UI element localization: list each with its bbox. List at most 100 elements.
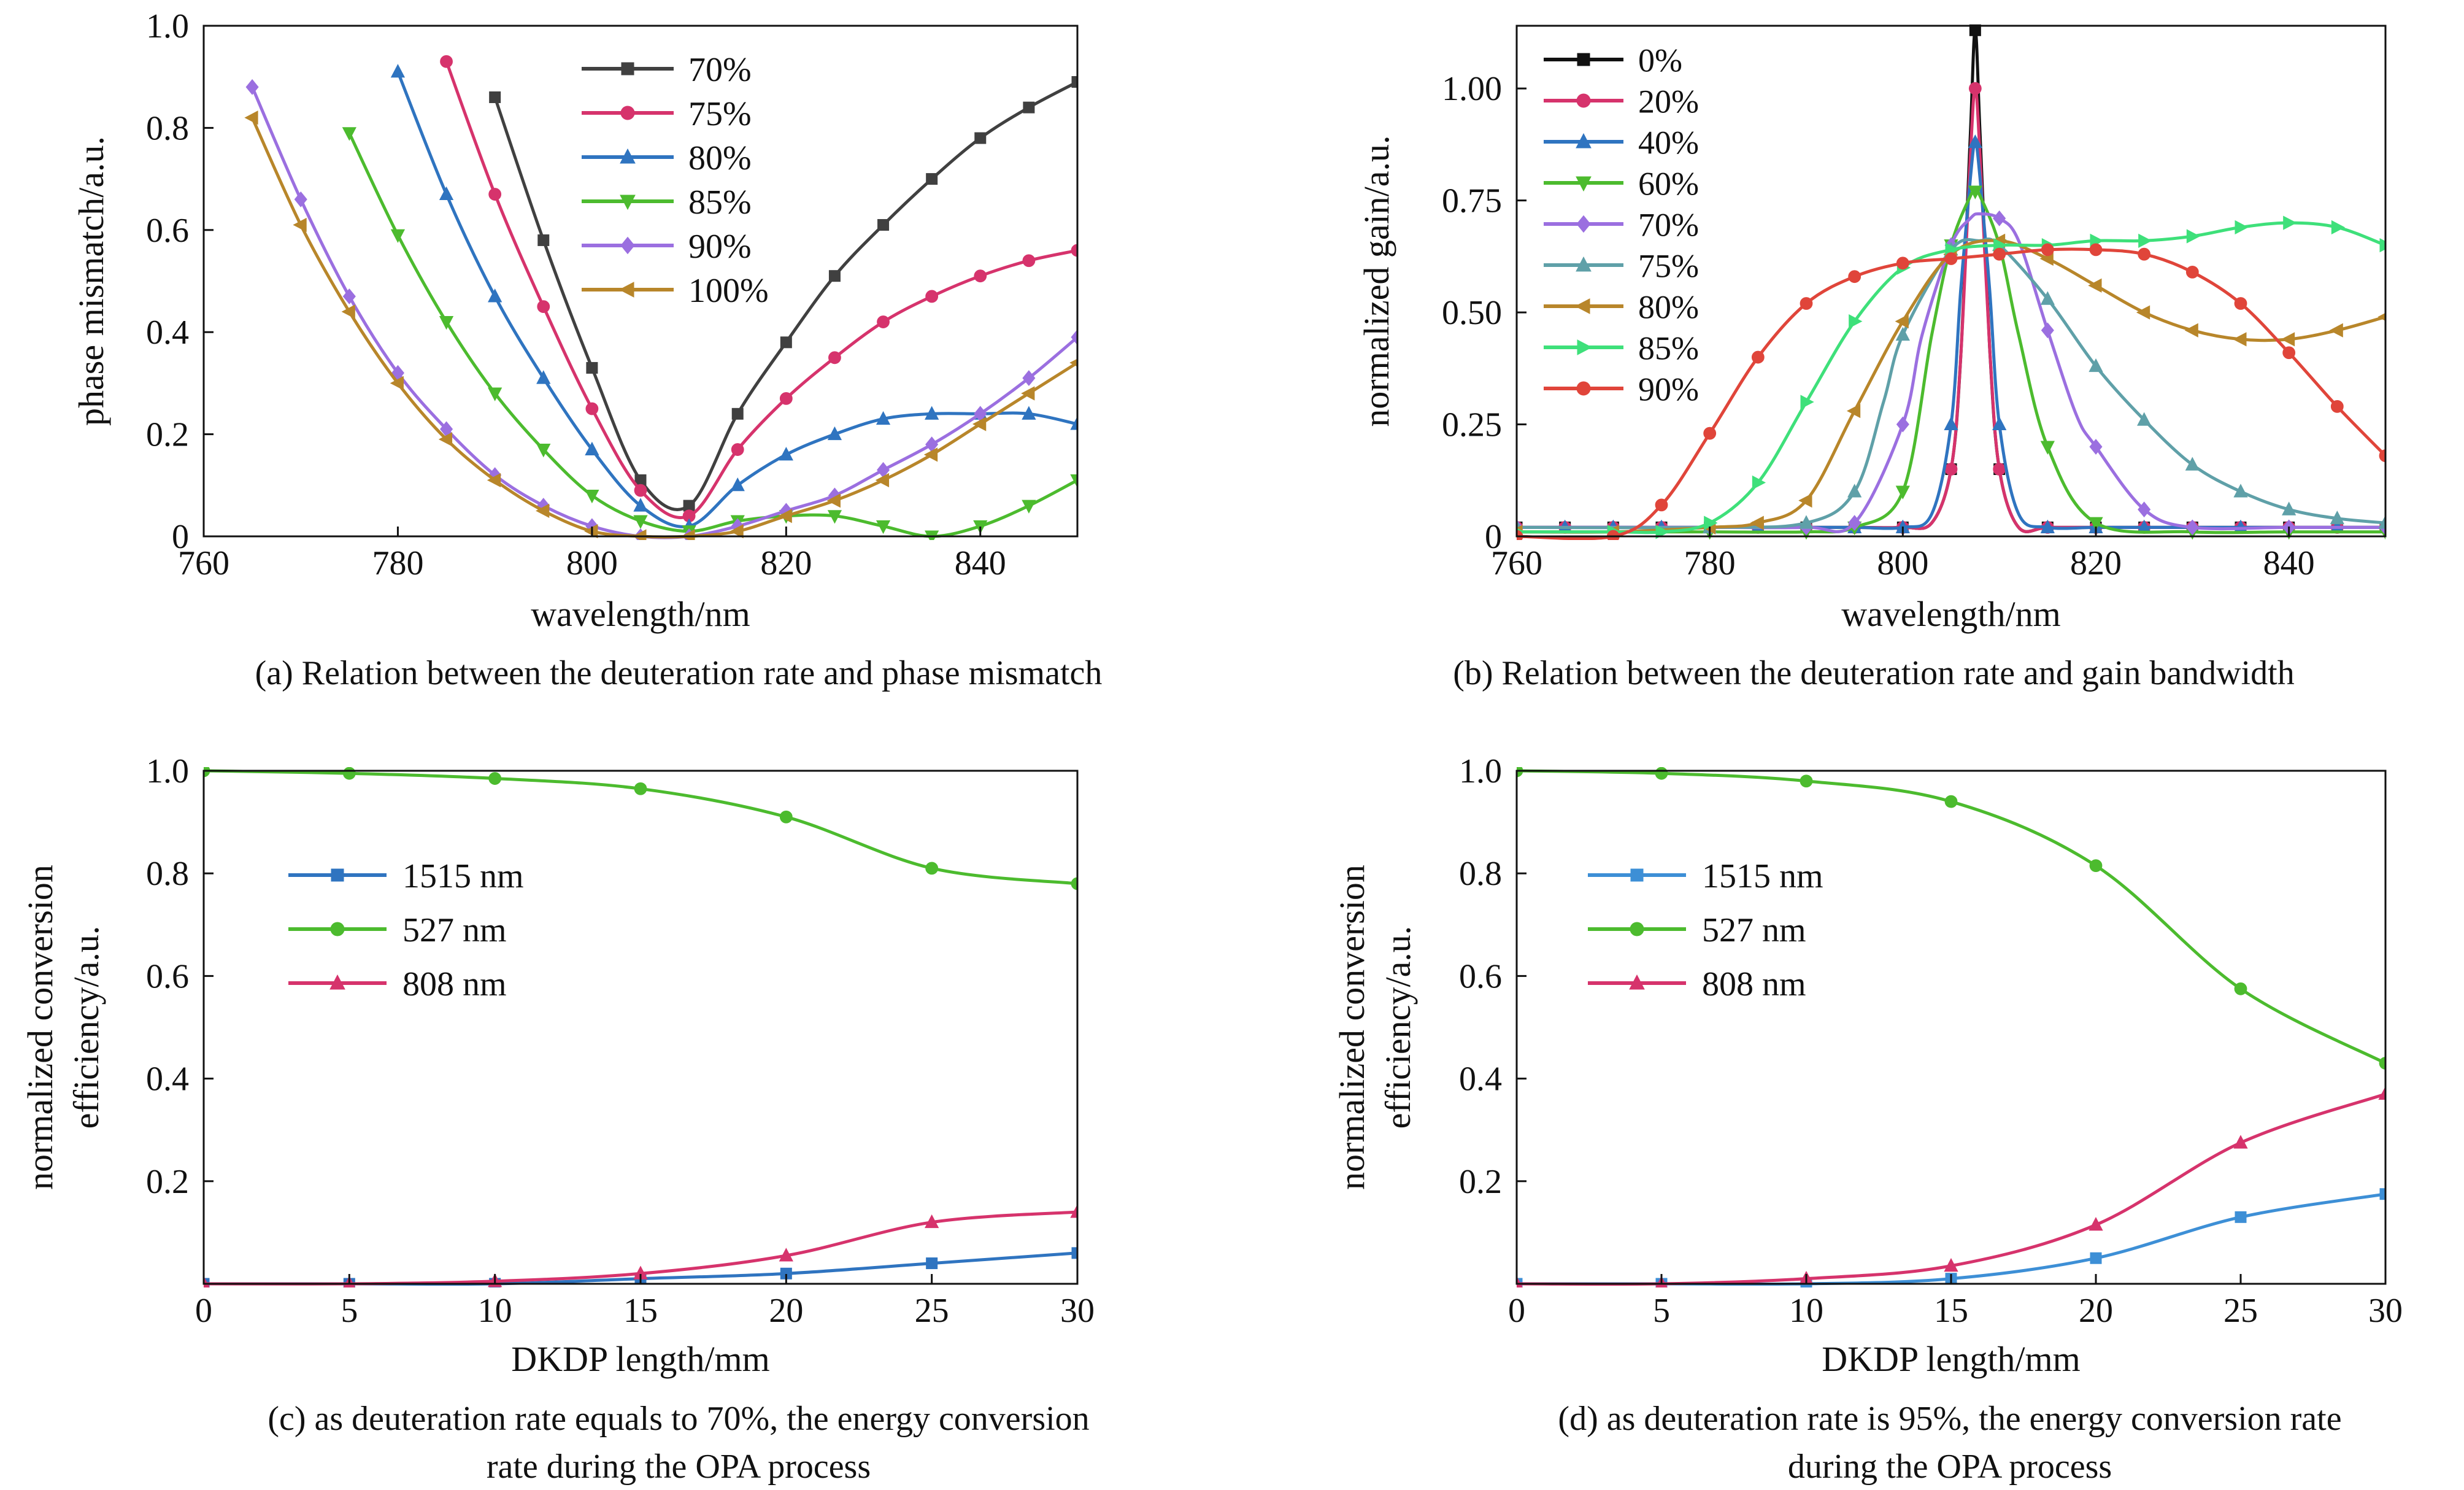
x-tick-label: 820: [2070, 544, 2122, 582]
figure-caption: (a) Relation between the deuteration rat…: [255, 654, 1103, 692]
data-point: [2138, 247, 2151, 261]
x-tick-label: 15: [623, 1292, 658, 1330]
data-point: [2184, 323, 2198, 338]
x-tick-label: 840: [955, 544, 1006, 582]
legend-label: 90%: [1638, 371, 1699, 407]
data-point: [633, 498, 648, 512]
data-point: [925, 406, 939, 420]
data-point: [2090, 1252, 2102, 1264]
legend-item: 808 nm: [1588, 965, 1806, 1003]
x-axis-label: wavelength/nm: [1841, 594, 2061, 634]
y-tick-label: 0.4: [146, 1060, 189, 1098]
y-tick-label: 0.25: [1442, 406, 1502, 444]
data-point: [1993, 210, 2006, 226]
data-point: [1021, 386, 1035, 401]
data-point: [2088, 278, 2102, 293]
x-tick-label: 760: [178, 544, 229, 582]
y-tick-label: 1.0: [146, 752, 189, 790]
x-tick-label: 20: [2079, 1292, 2113, 1330]
y-tick-label: 0: [1485, 518, 1502, 556]
data-point: [731, 407, 744, 420]
data-point: [780, 336, 792, 349]
data-point: [2185, 266, 2199, 279]
data-point: [1022, 254, 1036, 268]
legend-swatch-marker: [1576, 381, 1591, 396]
legend-item: 60%: [1544, 165, 1699, 202]
legend-item: 0%: [1544, 42, 1682, 79]
series-line: [1517, 769, 2385, 1065]
series-a-75: [440, 55, 1077, 523]
y-tick-label: 0.6: [146, 212, 189, 250]
data-point: [634, 484, 647, 497]
data-point: [2234, 297, 2247, 310]
data-point: [779, 392, 793, 405]
legend-label: 1515 nm: [1702, 857, 1823, 895]
series-b-85: [1517, 215, 2385, 539]
y-tick-label: 1.0: [1459, 752, 1502, 790]
legend-item: 70%: [582, 51, 752, 89]
y-tick-label: 0.8: [1459, 855, 1502, 893]
data-point: [923, 447, 938, 462]
data-point: [440, 55, 453, 68]
legend-item: 90%: [582, 228, 752, 266]
data-point: [1944, 252, 1958, 265]
data-point: [2138, 233, 2152, 248]
data-point: [1895, 314, 1909, 329]
legend-label: 80%: [1638, 288, 1699, 325]
data-point: [1895, 485, 1910, 500]
data-point: [2089, 517, 2103, 531]
x-tick-label: 5: [341, 1292, 358, 1330]
data-point: [1799, 515, 1814, 529]
legend-swatch-marker: [1629, 974, 1645, 990]
data-point: [2233, 484, 2248, 498]
data-point: [1022, 500, 1036, 514]
chart-c: 0 5 10 15 20 25 30 0.2 0.4 0.6 0.8 1.0 DKDP length/m…: [20, 752, 1095, 1486]
chart-panel-a: 760 780 800 820 840 0 0.2 0.4 0.6 0.8 1.0 wavelengt…: [0, 0, 1232, 745]
legend-swatch-marker: [620, 148, 636, 164]
legend: 0% 20% 40% 60% 70% 75% 80% 85% 90%: [1544, 42, 1699, 407]
x-tick-label: 20: [769, 1292, 803, 1330]
data-point: [1896, 257, 1909, 270]
legend-item: 80%: [582, 139, 752, 177]
data-point: [585, 441, 599, 456]
legend-label: 808 nm: [1702, 965, 1806, 1003]
figure-caption-line-1: (c) as deuteration rate equals to 70%, t…: [268, 1400, 1089, 1438]
x-tick-label: 30: [1060, 1292, 1095, 1330]
x-tick-label: 25: [915, 1292, 949, 1330]
legend-label: 1515 nm: [402, 857, 524, 895]
data-point: [1800, 297, 1813, 310]
data-point: [535, 503, 550, 519]
data-point: [2186, 229, 2201, 244]
data-point: [536, 444, 551, 458]
data-point: [489, 91, 501, 103]
data-point: [1846, 404, 1861, 419]
data-point: [1071, 76, 1077, 88]
legend-swatch-marker: [1630, 922, 1644, 936]
data-point: [293, 217, 307, 233]
data-point: [439, 186, 454, 201]
x-tick-label: 780: [372, 544, 423, 582]
y-axis-label-line-1: normalized conversion: [1332, 865, 1372, 1190]
data-point: [779, 447, 793, 461]
legend-label: 20%: [1638, 83, 1699, 120]
data-point: [974, 132, 987, 144]
data-point: [1070, 474, 1077, 488]
data-point: [875, 473, 890, 488]
data-point: [779, 810, 793, 824]
legend-item: 90%: [1544, 371, 1699, 407]
legend-label: 527 nm: [402, 911, 507, 949]
series-c-527nm: [204, 767, 1077, 890]
chart-d: 0 5 10 15 20 25 30 0.2 0.4 0.6 0.8 1.0 DKDP length/m…: [1332, 752, 2403, 1486]
data-point: [245, 79, 259, 95]
legend-item: 527 nm: [1588, 911, 1806, 949]
data-point: [2329, 323, 2343, 338]
data-point: [2282, 501, 2297, 515]
data-point: [585, 402, 599, 415]
data-point: [1968, 82, 1982, 95]
data-point: [2283, 215, 2297, 230]
data-point: [2379, 237, 2385, 253]
data-point: [1655, 767, 1668, 780]
legend-item: 80%: [1544, 288, 1699, 325]
legend-item: 70%: [1544, 206, 1699, 243]
legend-swatch-marker: [1576, 93, 1591, 108]
